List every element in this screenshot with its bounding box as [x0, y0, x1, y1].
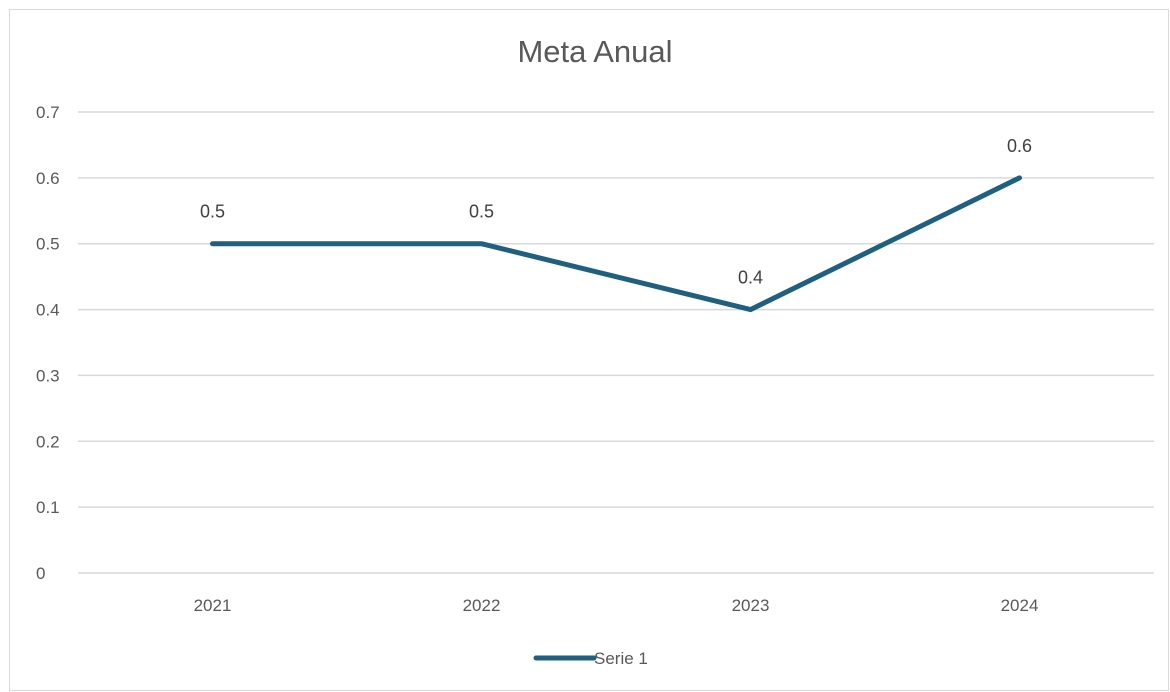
y-tick-label: 0.1 — [36, 498, 60, 517]
x-axis-tick-labels: 2021 2022 2023 2024 — [194, 596, 1039, 615]
series-line — [210, 175, 1022, 313]
y-tick-label: 0.4 — [36, 301, 60, 320]
x-tick-label: 2022 — [463, 596, 501, 615]
x-tick-label: 2024 — [1001, 596, 1039, 615]
data-labels: 0.5 0.5 0.4 0.6 — [200, 136, 1032, 288]
data-label: 0.5 — [469, 202, 494, 222]
data-label: 0.5 — [200, 202, 225, 222]
legend-label: Serie 1 — [594, 649, 648, 668]
data-label: 0.6 — [1007, 136, 1032, 156]
gridlines — [78, 111, 1154, 574]
y-tick-label: 0.3 — [36, 366, 60, 385]
y-tick-label: 0.5 — [36, 235, 60, 254]
y-axis-tick-labels: 0 0.1 0.2 0.3 0.4 0.5 0.6 0.7 — [36, 103, 60, 583]
x-tick-label: 2021 — [194, 596, 232, 615]
chart-title: Meta Anual — [517, 34, 673, 69]
series-lines — [210, 175, 1022, 313]
y-tick-label: 0.6 — [36, 169, 60, 188]
data-label: 0.4 — [738, 268, 763, 288]
legend: Serie 1 — [533, 649, 648, 668]
chart-frame — [9, 9, 1169, 691]
y-tick-label: 0 — [36, 564, 45, 583]
y-tick-label: 0.7 — [36, 103, 60, 122]
x-tick-label: 2023 — [732, 596, 770, 615]
y-tick-label: 0.2 — [36, 432, 60, 451]
